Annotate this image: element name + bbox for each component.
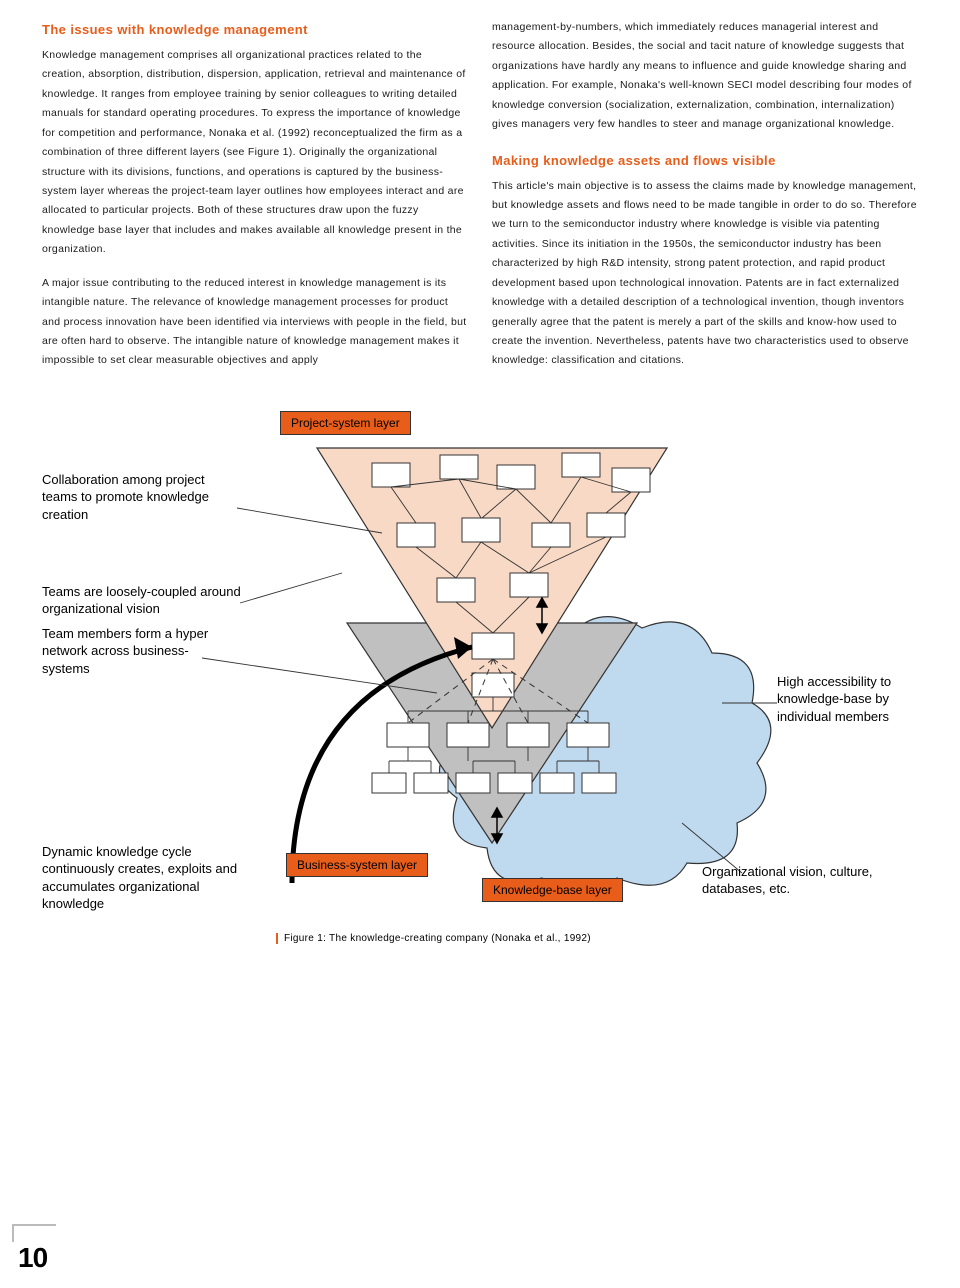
annotation-collaboration: Collaboration among project teams to pro… [42,471,242,524]
figure-caption: Figure 1: The knowledge-creating company… [276,933,591,944]
annotation-loosely-coupled: Teams are loosely-coupled around organiz… [42,583,242,618]
right-column: management-by-numbers, which immediately… [492,18,918,385]
figure-1: Project-system layer Business-system lay… [42,393,918,973]
annotation-dynamic-cycle: Dynamic knowledge cycle continuously cre… [42,843,252,913]
label-business-layer: Business-system layer [286,853,428,877]
label-knowledge-layer: Knowledge-base layer [482,878,623,902]
paragraph: A major issue contributing to the reduce… [42,274,468,371]
paragraph: Knowledge management comprises all organ… [42,46,468,260]
page-number: 10 [18,1242,47,1274]
annotation-org-vision: Organizational vision, culture, database… [702,863,882,898]
left-column: The issues with knowledge management Kno… [42,18,468,385]
section-heading-visible: Making knowledge assets and flows visibl… [492,149,918,173]
section-heading-issues: The issues with knowledge management [42,18,468,42]
paragraph: This article's main objective is to asse… [492,177,918,371]
annotation-hyper-network: Team members form a hyper network across… [42,625,222,678]
annotation-accessibility: High accessibility to knowledge-base by … [777,673,927,726]
label-project-layer: Project-system layer [280,411,411,435]
paragraph: management-by-numbers, which immediately… [492,18,918,135]
